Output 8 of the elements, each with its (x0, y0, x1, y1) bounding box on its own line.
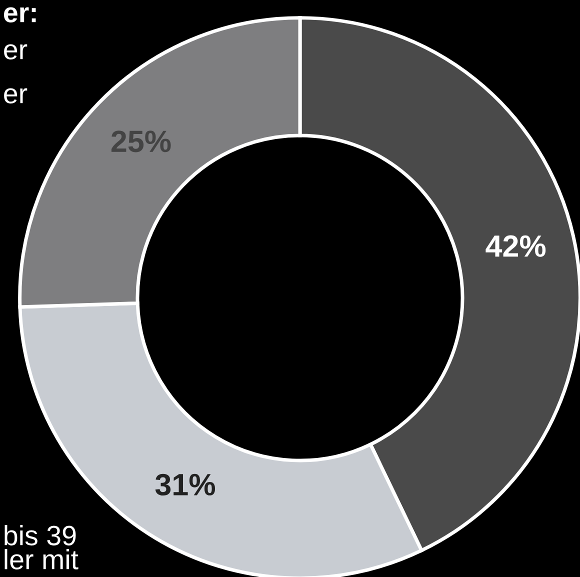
text: bis 39 (4, 525, 76, 546)
data-label: 25% (111, 130, 171, 152)
text: er (4, 88, 28, 104)
data-label: 31% (155, 474, 216, 496)
text: er (4, 44, 28, 60)
data-label: 42% (486, 235, 546, 257)
text: er: (4, 7, 36, 22)
text: ler mit (4, 549, 78, 570)
